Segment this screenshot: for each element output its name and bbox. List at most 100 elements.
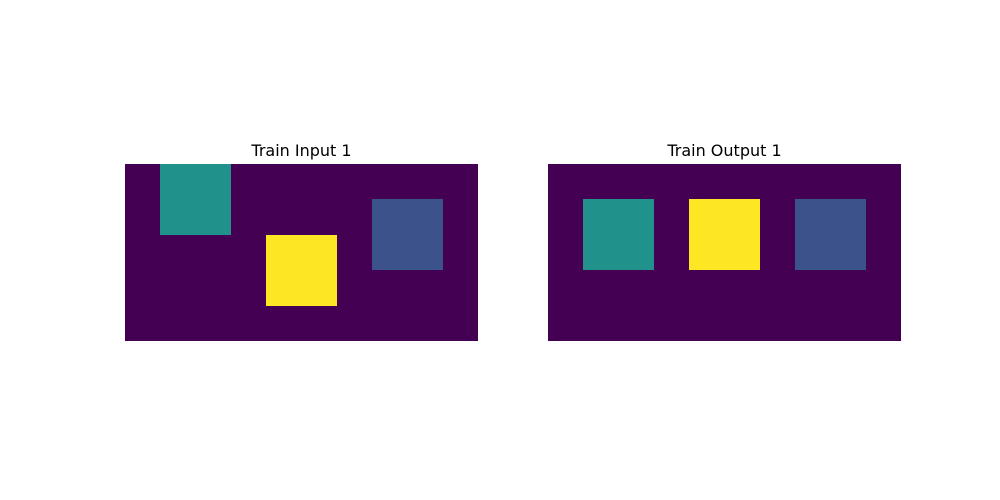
grid-cell: [724, 270, 760, 306]
grid-cell: [336, 270, 373, 306]
grid-cell: [336, 199, 373, 235]
grid-cell: [372, 305, 408, 341]
grid-cell: [407, 305, 443, 341]
grid-cell: [689, 305, 725, 341]
grid-cell: [442, 270, 478, 306]
grid-cell: [689, 270, 725, 306]
grid-cell: [195, 305, 231, 341]
grid-cell: [759, 270, 796, 306]
grid-cell: [195, 270, 231, 306]
grid-cell: [548, 234, 584, 271]
grid-cell: [160, 164, 196, 200]
grid-cell: [830, 199, 866, 235]
grid-cell: [689, 234, 725, 271]
grid-cell: [689, 199, 725, 235]
grid-cell: [407, 164, 443, 200]
grid-cell: [618, 234, 654, 271]
train-output-panel: Train Output 1: [548, 140, 901, 341]
grid-cell: [230, 234, 267, 271]
grid-cell: [336, 234, 373, 271]
grid-cell: [653, 234, 690, 271]
grid-cell: [865, 270, 901, 306]
grid-cell: [795, 305, 831, 341]
grid-cell: [759, 199, 796, 235]
grid-cell: [653, 164, 690, 200]
grid-cell: [125, 199, 161, 235]
grid-cell: [759, 234, 796, 271]
grid-cell: [336, 164, 373, 200]
grid-cell: [618, 270, 654, 306]
grid-cell: [689, 164, 725, 200]
grid-cell: [266, 164, 302, 200]
grid-cell: [653, 270, 690, 306]
grid-cell: [865, 199, 901, 235]
train-input-title: Train Input 1: [251, 141, 352, 160]
train-input-grid: [125, 164, 478, 341]
grid-cell: [618, 164, 654, 200]
train-output-grid: [548, 164, 901, 341]
grid-cell: [724, 199, 760, 235]
grid-cell: [830, 234, 866, 271]
grid-cell: [724, 305, 760, 341]
grid-cell: [301, 270, 337, 306]
grid-cell: [266, 199, 302, 235]
grid-cell: [653, 199, 690, 235]
grid-cell: [407, 234, 443, 271]
grid-cell: [407, 270, 443, 306]
grid-cell: [160, 305, 196, 341]
grid-cell: [548, 305, 584, 341]
grid-cell: [830, 305, 866, 341]
grid-cell: [865, 305, 901, 341]
grid-cell: [301, 305, 337, 341]
grid-cell: [195, 199, 231, 235]
grid-cell: [442, 234, 478, 271]
grid-cell: [372, 199, 408, 235]
grid-cell: [195, 164, 231, 200]
grid-cell: [583, 164, 619, 200]
grid-cell: [830, 164, 866, 200]
grid-cell: [372, 234, 408, 271]
grid-cell: [160, 199, 196, 235]
grid-cell: [125, 270, 161, 306]
grid-cell: [795, 199, 831, 235]
grid-cell: [160, 234, 196, 271]
grid-cell: [583, 305, 619, 341]
grid-cell: [301, 164, 337, 200]
grid-cell: [618, 305, 654, 341]
grid-cell: [301, 234, 337, 271]
grid-cell: [407, 199, 443, 235]
grid-cell: [865, 164, 901, 200]
grid-cell: [759, 305, 796, 341]
grid-cell: [336, 305, 373, 341]
grid-cell: [759, 164, 796, 200]
grid-cell: [830, 270, 866, 306]
grid-cell: [125, 164, 161, 200]
train-output-title: Train Output 1: [667, 141, 782, 160]
grid-cell: [795, 270, 831, 306]
grid-cell: [195, 234, 231, 271]
grid-cell: [865, 234, 901, 271]
grid-cell: [548, 199, 584, 235]
grid-cell: [583, 199, 619, 235]
grid-cell: [266, 305, 302, 341]
grid-cell: [724, 234, 760, 271]
grid-cell: [583, 234, 619, 271]
grid-cell: [724, 164, 760, 200]
grid-cell: [442, 199, 478, 235]
grid-cell: [266, 270, 302, 306]
grid-cell: [230, 270, 267, 306]
grid-cell: [230, 305, 267, 341]
grid-cell: [372, 270, 408, 306]
grid-cell: [125, 305, 161, 341]
grid-cell: [230, 199, 267, 235]
grid-cell: [301, 199, 337, 235]
grid-cell: [125, 234, 161, 271]
grid-cell: [618, 199, 654, 235]
grid-cell: [266, 234, 302, 271]
grid-cell: [442, 164, 478, 200]
grid-cell: [548, 270, 584, 306]
grid-cell: [160, 270, 196, 306]
grid-cell: [795, 164, 831, 200]
grid-cell: [795, 234, 831, 271]
grid-cell: [653, 305, 690, 341]
